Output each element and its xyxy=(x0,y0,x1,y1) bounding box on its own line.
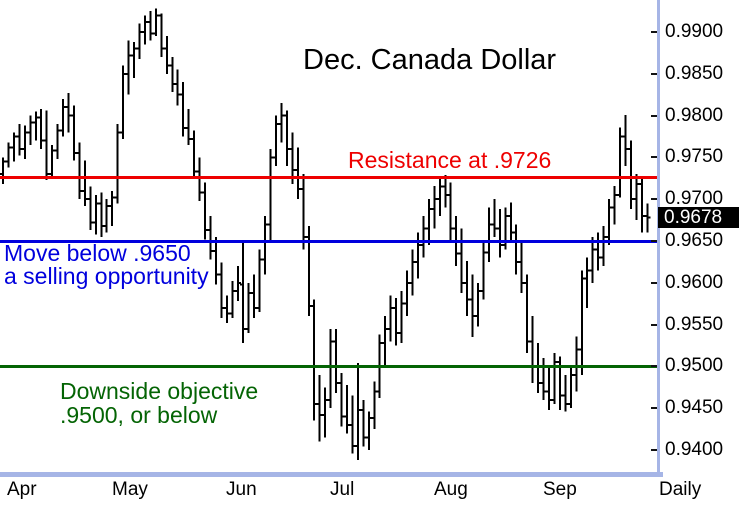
month-label-sep: Sep xyxy=(543,479,577,500)
resistance-label: Resistance at .9726 xyxy=(348,147,552,173)
price-tick-label: 0.9500 xyxy=(665,355,724,376)
price-tick-mark xyxy=(651,31,657,33)
support-label-line2: a selling opportunity xyxy=(4,263,209,289)
objective-label-line2: .9500, or below xyxy=(60,402,218,428)
month-label-apr: Apr xyxy=(7,479,37,500)
price-tick-mark xyxy=(651,282,657,284)
price-tick-label: 0.9800 xyxy=(665,105,724,126)
price-tick-mark xyxy=(651,156,657,158)
month-label-may: May xyxy=(112,479,148,500)
chart-title: Dec. Canada Dollar xyxy=(303,44,557,76)
price-tick-label: 0.9400 xyxy=(665,439,724,460)
price-tick-label: 0.9900 xyxy=(665,21,724,42)
month-label-jun: Jun xyxy=(226,479,257,500)
support-label: Move below .9650 a selling opportunity xyxy=(4,242,209,288)
objective-line xyxy=(0,365,657,368)
price-tick-label: 0.9700 xyxy=(665,188,724,209)
price-tick-mark xyxy=(651,240,657,242)
price-tick-mark xyxy=(651,449,657,451)
price-tick-mark xyxy=(651,198,657,200)
objective-label-line1: Downside objective xyxy=(60,378,259,404)
price-tick-label: 0.9650 xyxy=(665,230,724,251)
support-line xyxy=(0,240,657,243)
month-label-aug: Aug xyxy=(434,479,468,500)
price-tick-label: 0.9600 xyxy=(665,272,724,293)
price-tick-mark xyxy=(651,365,657,367)
month-label-jul: Jul xyxy=(330,479,355,500)
price-tick-label: 0.9850 xyxy=(665,63,724,84)
period-label: Daily xyxy=(659,479,702,500)
price-axis-border xyxy=(657,0,660,472)
price-tick-mark xyxy=(651,115,657,117)
price-tick-label: 0.9450 xyxy=(665,397,724,418)
time-axis-border xyxy=(0,472,663,477)
last-price-box: 0.9678 xyxy=(658,207,739,228)
resistance-line xyxy=(0,176,657,179)
support-label-line1: Move below .9650 xyxy=(4,240,191,266)
price-tick-mark xyxy=(651,407,657,409)
objective-label: Downside objective .9500, or below xyxy=(60,379,258,427)
price-tick-mark xyxy=(651,73,657,75)
price-tick-label: 0.9550 xyxy=(665,314,724,335)
price-tick-label: 0.9750 xyxy=(665,146,724,167)
price-tick-mark xyxy=(651,324,657,326)
